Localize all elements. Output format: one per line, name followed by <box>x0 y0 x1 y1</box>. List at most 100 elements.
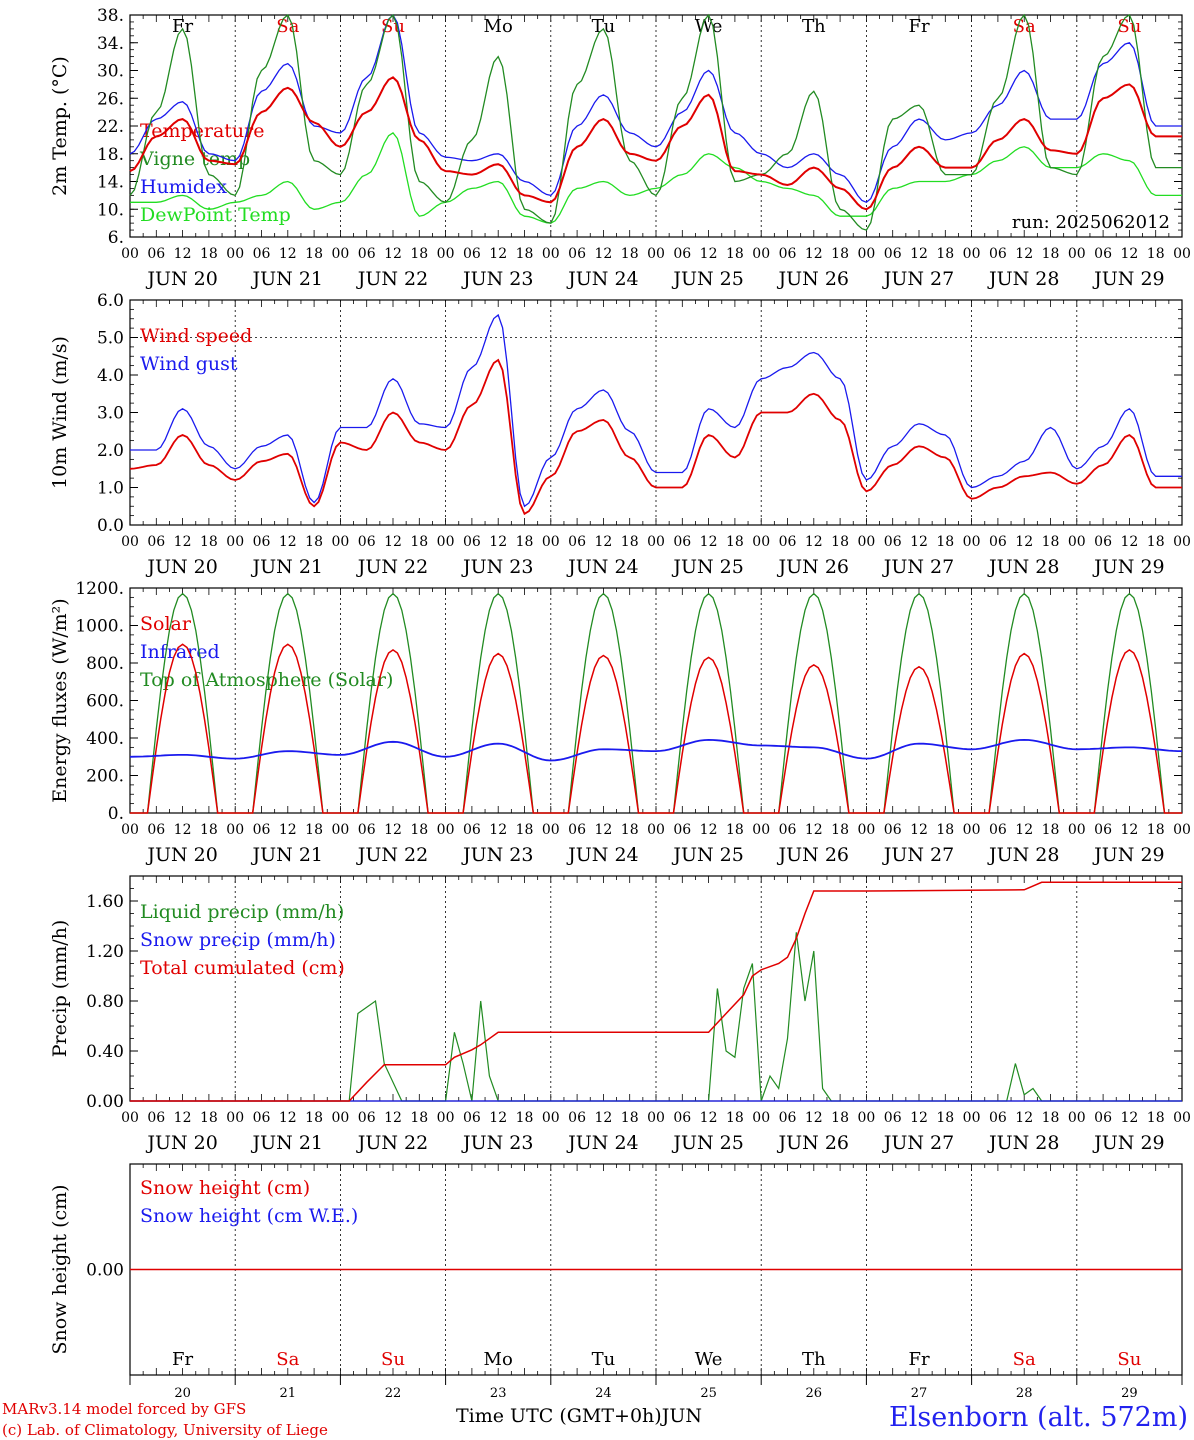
y-axis-label: Energy fluxes (W/m²) <box>49 598 71 802</box>
hour-label: 18 <box>726 534 744 550</box>
legend-entry: Total cumulated (cm) <box>140 957 345 979</box>
hour-label: 06 <box>358 534 376 550</box>
y-axis-label: Snow height (cm) <box>49 1184 71 1354</box>
precip-series-group <box>130 881 1182 1102</box>
legend-entry: Humidex <box>140 176 227 198</box>
date-label: JUN 27 <box>882 268 954 290</box>
hour-label: 00 <box>437 246 455 262</box>
y-tick-label: 5.0 <box>97 329 124 349</box>
day-number: 22 <box>385 1386 402 1401</box>
hour-label: 18 <box>1147 822 1165 838</box>
date-label: JUN 21 <box>251 1132 323 1154</box>
hour-label: 12 <box>700 534 718 550</box>
hour-label: 00 <box>331 246 349 262</box>
day-name: Th <box>802 1349 826 1370</box>
date-label: JUN 24 <box>566 556 638 578</box>
hour-label: 12 <box>489 1110 507 1126</box>
hour-label: 18 <box>200 1110 218 1126</box>
date-label: JUN 22 <box>356 844 428 866</box>
hour-label: 06 <box>673 246 691 262</box>
hour-label: 12 <box>594 822 612 838</box>
hour-label: 12 <box>594 246 612 262</box>
hour-label: 12 <box>1120 1110 1138 1126</box>
hour-label: 12 <box>700 822 718 838</box>
hour-label: 18 <box>200 822 218 838</box>
hour-label: 18 <box>936 246 954 262</box>
hour-label: 06 <box>358 822 376 838</box>
y-tick-label: 1000. <box>75 617 124 637</box>
legend-entry: Infrared <box>140 641 220 663</box>
y-tick-label: 6. <box>108 228 124 248</box>
y-tick-label: 0.80 <box>86 992 124 1012</box>
model-credit: MARv3.14 model forced by GFS <box>2 1400 247 1418</box>
hour-label: 06 <box>673 534 691 550</box>
legend-entry: DewPoint Temp <box>140 204 291 226</box>
day-number: 28 <box>1016 1386 1033 1401</box>
day-number: 20 <box>174 1386 191 1401</box>
date-label: JUN 26 <box>777 1132 849 1154</box>
month-label: JUN <box>661 1405 702 1427</box>
hour-label: 18 <box>831 246 849 262</box>
day-name: Fr <box>908 16 929 37</box>
date-label: JUN 25 <box>671 556 743 578</box>
day-name: Fr <box>908 1349 929 1370</box>
hour-label: 06 <box>147 1110 165 1126</box>
hour-label: 06 <box>463 1110 481 1126</box>
hour-label: 06 <box>989 1110 1007 1126</box>
hour-label: 12 <box>1120 534 1138 550</box>
hour-label: 06 <box>989 822 1007 838</box>
hour-label: 00 <box>1068 822 1086 838</box>
hour-label: 18 <box>516 246 534 262</box>
day-name: We <box>695 1349 723 1370</box>
hour-label: 06 <box>463 534 481 550</box>
hour-label: 00 <box>752 1110 770 1126</box>
y-tick-label: 2.0 <box>97 441 124 461</box>
hour-label: 12 <box>384 1110 402 1126</box>
hour-label: 00 <box>226 246 244 262</box>
y-tick-label: 0.00 <box>86 1092 124 1112</box>
panel-5: 0.00 Snow height (cm) Snow height (cm) Snow… <box>49 1163 1183 1376</box>
hour-label: 12 <box>1120 822 1138 838</box>
day-name: Su <box>381 16 405 37</box>
hour-label: 12 <box>1120 246 1138 262</box>
date-label: JUN 24 <box>566 268 638 290</box>
hour-label: 06 <box>884 246 902 262</box>
hour-label: 00 <box>752 246 770 262</box>
legend-entry: Snow height (cm W.E.) <box>140 1205 358 1227</box>
hour-label: 00 <box>857 822 875 838</box>
date-label: JUN 29 <box>1092 1132 1164 1154</box>
hour-label: 18 <box>726 1110 744 1126</box>
hour-label: 06 <box>779 1110 797 1126</box>
hour-label: 12 <box>1015 246 1033 262</box>
hour-label: 00 <box>331 1110 349 1126</box>
time-axis-label: Time UTC (GMT+0h)JUN <box>456 1405 702 1427</box>
day-number: 27 <box>911 1386 928 1401</box>
hour-label: 00 <box>542 246 560 262</box>
y-tick-label: 800. <box>86 654 124 674</box>
panel-1: 6. 10. 14. 18. 22. 26. 30. 34. 38. 2m Temp. (°C) 0… <box>49 6 1191 290</box>
hour-label: 00 <box>963 534 981 550</box>
hour-label: 00 <box>963 822 981 838</box>
y-tick-label: 0.40 <box>86 1042 124 1062</box>
hour-label: 12 <box>910 246 928 262</box>
hour-label: 00 <box>752 534 770 550</box>
hour-label: 12 <box>174 246 192 262</box>
hour-label: 18 <box>516 534 534 550</box>
panel-4: 0.00 0.40 0.80 1.20 1.60 Precip (mm/h) 00 06 12 1… <box>49 875 1191 1154</box>
series-line <box>130 132 1182 224</box>
energy-series-group <box>129 592 1182 814</box>
hour-label: 18 <box>1147 534 1165 550</box>
legend-entry: Liquid precip (mm/h) <box>140 901 344 923</box>
day-number: 25 <box>700 1386 717 1401</box>
date-label: JUN 22 <box>356 268 428 290</box>
hour-label: 12 <box>910 822 928 838</box>
hour-label: 18 <box>936 1110 954 1126</box>
hour-label: 00 <box>331 534 349 550</box>
y-tick-label: 22. <box>97 117 124 137</box>
y-tick-label: 1.20 <box>86 942 124 962</box>
hour-label: 06 <box>884 1110 902 1126</box>
hour-label: 18 <box>410 534 428 550</box>
hour-label: 18 <box>621 246 639 262</box>
hour-label: 18 <box>726 822 744 838</box>
